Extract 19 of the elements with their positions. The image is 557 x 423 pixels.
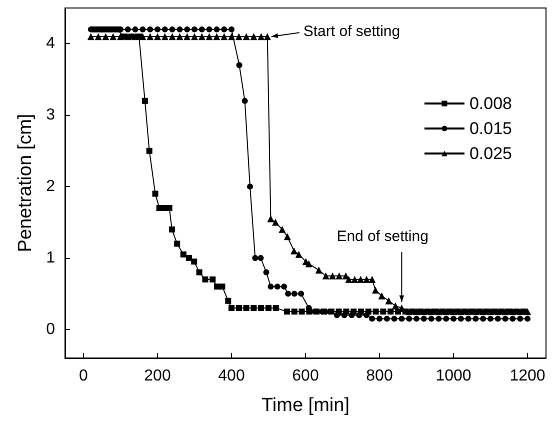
legend-label: 0.008 [469, 94, 512, 113]
legend-label: 0.015 [469, 119, 512, 138]
y-tick-label: 0 [46, 320, 56, 338]
x-tick-label: 800 [366, 368, 393, 384]
y-axis-title: Penetration [cm] [15, 114, 36, 252]
x-axis-title: Time [min] [262, 395, 350, 416]
annotation: End of setting [336, 228, 428, 245]
x-tick-label: 600 [292, 368, 319, 384]
x-tick-label: 200 [144, 368, 171, 384]
y-tick-label: 4 [46, 35, 56, 52]
x-tick-label: 0 [79, 368, 88, 384]
y-tick-label: 3 [46, 106, 56, 124]
y-tick-label: 1 [46, 250, 56, 266]
x-tick-label: 400 [218, 368, 245, 384]
annotation: Start of setting [303, 22, 400, 40]
y-tick-label: 2 [46, 178, 56, 196]
x-tick-label: 1000 [436, 368, 472, 384]
legend-label: 0.025 [469, 144, 512, 163]
x-tick-label: 1200 [510, 368, 546, 384]
